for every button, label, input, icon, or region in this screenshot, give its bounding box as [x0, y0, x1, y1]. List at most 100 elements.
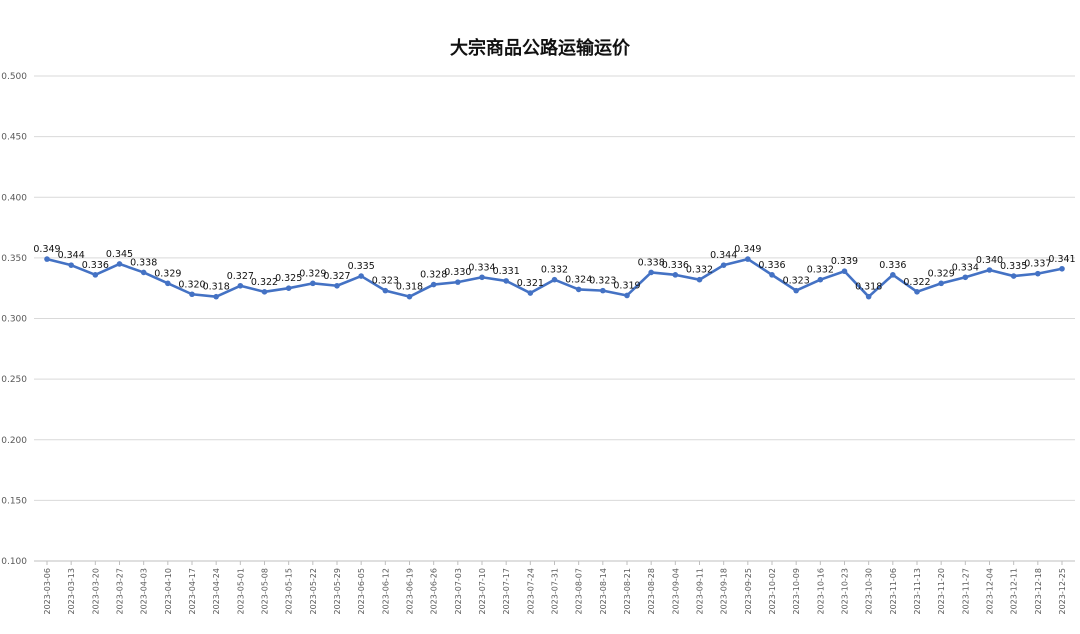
- data-label: 0.321: [517, 278, 544, 289]
- y-tick-label: 0.200: [1, 436, 27, 446]
- data-point: [720, 262, 727, 268]
- data-point: [189, 291, 195, 298]
- data-point: [44, 256, 50, 262]
- x-tick-label: 2023-05-15: [285, 568, 294, 615]
- data-label: 0.338: [638, 257, 665, 268]
- data-label: 0.332: [686, 265, 713, 276]
- data-label: 0.337: [1024, 259, 1051, 270]
- data-point: [624, 292, 630, 299]
- y-tick-label: 0.450: [1, 133, 27, 143]
- data-label: 0.323: [372, 276, 399, 287]
- data-label: 0.349: [734, 244, 761, 255]
- y-tick-label: 0.150: [1, 496, 27, 506]
- data-label: 0.322: [251, 277, 278, 288]
- data-point: [890, 272, 896, 278]
- data-point: [938, 280, 944, 287]
- y-tick-label: 0.400: [1, 193, 27, 203]
- data-label: 0.324: [565, 274, 592, 285]
- x-tick-label: 2023-11-20: [937, 568, 946, 615]
- x-tick-label: 2023-10-16: [816, 568, 825, 615]
- data-label: 0.345: [106, 249, 133, 260]
- data-label: 0.332: [807, 265, 834, 276]
- x-tick-label: 2023-06-05: [357, 568, 366, 615]
- data-point: [382, 287, 389, 294]
- chart-title: 大宗商品公路运输运价: [450, 38, 630, 59]
- data-point: [92, 272, 99, 278]
- data-point: [140, 269, 147, 276]
- y-tick-label: 0.250: [1, 375, 27, 385]
- x-tick-label: 2023-12-25: [1058, 568, 1067, 615]
- x-tick-label: 2023-03-06: [43, 568, 52, 615]
- y-tick-label: 0.100: [1, 557, 27, 567]
- x-tick-label: 2023-05-08: [261, 568, 270, 615]
- data-point: [1059, 265, 1065, 272]
- x-tick-label: 2023-11-06: [889, 568, 898, 615]
- data-point: [793, 287, 799, 294]
- data-label: 0.341: [1048, 254, 1075, 265]
- data-point: [672, 272, 679, 278]
- data-point: [696, 276, 703, 283]
- x-tick-label: 2023-03-13: [67, 568, 76, 615]
- data-label: 0.344: [710, 250, 737, 261]
- x-tick-label: 2023-04-24: [212, 568, 221, 615]
- data-point: [527, 290, 534, 296]
- data-point: [261, 289, 268, 295]
- data-label: 0.340: [976, 255, 1003, 266]
- data-point: [406, 293, 413, 300]
- data-label: 0.327: [227, 271, 254, 282]
- x-tick-label: 2023-06-26: [430, 568, 439, 615]
- data-point: [503, 278, 509, 284]
- x-tick-label: 2023-09-18: [720, 568, 729, 615]
- data-point: [817, 276, 824, 283]
- data-label: 0.319: [613, 280, 640, 291]
- data-point: [986, 267, 993, 273]
- data-label: 0.336: [879, 260, 906, 271]
- x-tick-label: 2023-05-29: [333, 568, 342, 615]
- data-label: 0.331: [493, 266, 520, 277]
- x-tick-label: 2023-04-10: [164, 568, 173, 615]
- data-point: [213, 293, 219, 300]
- data-label: 0.329: [299, 268, 326, 279]
- data-point: [1010, 273, 1017, 279]
- data-label: 0.334: [952, 262, 979, 273]
- data-label: 0.332: [541, 265, 568, 276]
- data-label: 0.335: [348, 261, 375, 272]
- x-tick-label: 2023-10-02: [768, 568, 777, 615]
- x-tick-label: 2023-11-27: [961, 568, 970, 615]
- x-tick-label: 2023-08-14: [599, 568, 608, 615]
- x-tick-label: 2023-06-19: [406, 568, 415, 615]
- x-tick-label: 2023-04-17: [188, 568, 197, 615]
- data-point: [962, 274, 969, 281]
- y-tick-label: 0.500: [1, 72, 27, 82]
- x-tick-label: 2023-05-01: [236, 568, 245, 615]
- x-tick-label: 2023-05-22: [309, 568, 318, 615]
- data-label: 0.329: [928, 268, 955, 279]
- x-tick-label: 2023-07-03: [454, 568, 463, 615]
- data-label: 0.320: [178, 279, 205, 290]
- data-point: [68, 262, 74, 268]
- x-tick-label: 2023-06-12: [381, 568, 390, 615]
- data-point: [575, 286, 582, 293]
- data-point: [455, 279, 461, 285]
- x-tick-label: 2023-12-11: [1010, 568, 1019, 615]
- data-label: 0.323: [589, 276, 616, 287]
- data-point: [648, 269, 654, 276]
- data-label: 0.323: [783, 276, 810, 287]
- data-point: [865, 293, 872, 300]
- data-point: [551, 276, 558, 283]
- x-tick-label: 2023-03-20: [91, 568, 100, 615]
- data-point: [600, 287, 606, 294]
- data-label: 0.335: [1000, 261, 1027, 272]
- data-point: [841, 268, 848, 275]
- data-point: [285, 285, 292, 291]
- y-tick-label: 0.350: [1, 254, 27, 264]
- data-point: [358, 273, 364, 279]
- data-point: [310, 280, 316, 287]
- data-label: 0.318: [203, 282, 230, 293]
- data-label: 0.328: [420, 270, 447, 281]
- data-point: [116, 261, 123, 267]
- data-label: 0.327: [323, 271, 350, 282]
- data-point: [430, 281, 437, 288]
